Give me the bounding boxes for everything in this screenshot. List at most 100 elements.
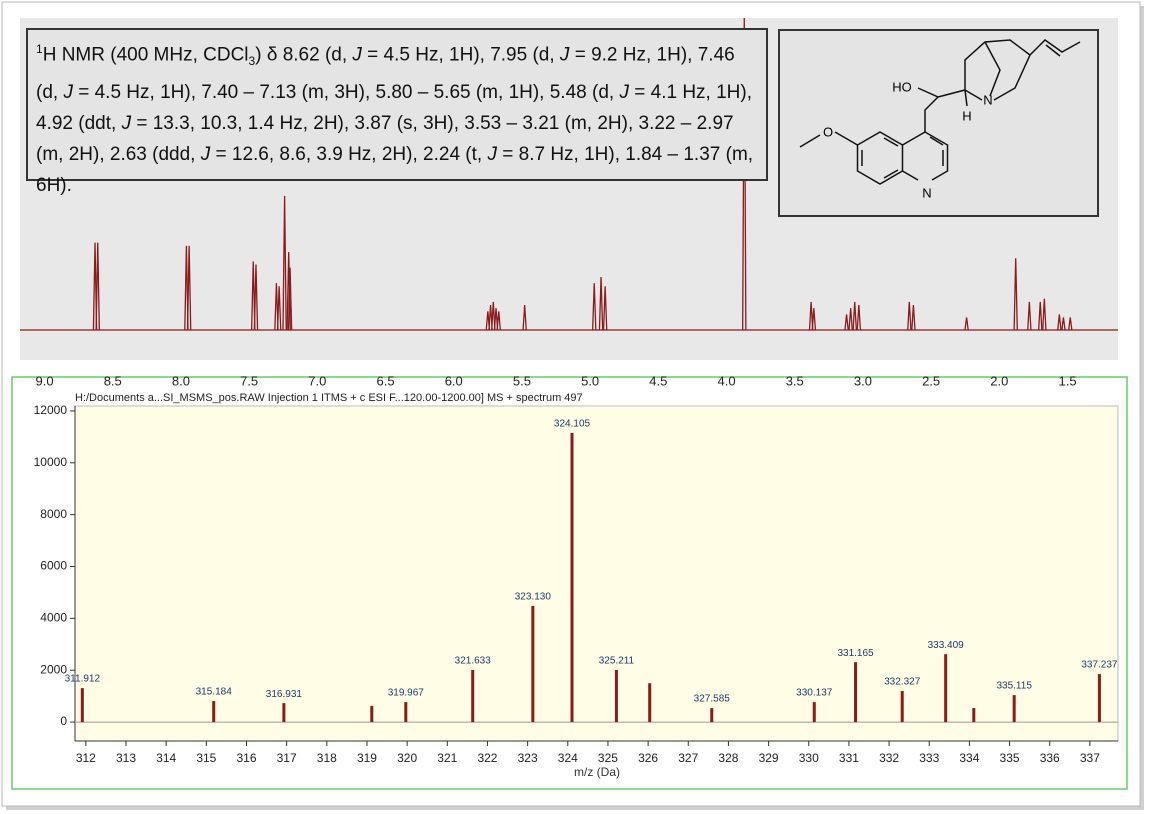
nmr-peak xyxy=(591,283,597,331)
data-label: 325.211 xyxy=(599,656,635,667)
x-tick-label: 320 xyxy=(397,751,417,765)
nmr-peak xyxy=(282,195,287,331)
structure-label: HO xyxy=(892,79,912,94)
annotation-part: H NMR (400 MHz, CDCl xyxy=(42,44,249,66)
nmr-peak xyxy=(964,317,969,331)
x-tick-label: 334 xyxy=(959,751,979,765)
x-tick-label: 317 xyxy=(277,751,297,765)
nmr-peak xyxy=(491,301,496,331)
nmr-peak xyxy=(742,18,747,331)
nmr-peak xyxy=(1027,301,1032,331)
annotation-part: 3 xyxy=(248,54,256,69)
bar xyxy=(1097,674,1101,723)
annotation-part: = 4.1 Hz, 1H), 4.92 (ddt, xyxy=(36,82,752,135)
x-tick-label: 318 xyxy=(317,751,337,765)
x-tick-label: 7.5 xyxy=(240,373,258,388)
annotation-part: J xyxy=(63,82,73,104)
nmr-annotation: 1H NMR (400 MHz, CDCl3) δ 8.62 (d, J = 4… xyxy=(26,28,768,196)
nmr-peak xyxy=(911,304,916,331)
nmr-peak xyxy=(95,242,100,331)
annotation-part: J xyxy=(200,144,211,166)
x-tick-label: 8.5 xyxy=(104,373,122,388)
data-label: 335.115 xyxy=(996,681,1032,692)
annotation-part: J xyxy=(619,82,629,104)
nmr-peak xyxy=(1038,301,1043,331)
x-tick-label: 337 xyxy=(1080,751,1100,765)
x-axis-label: m/z (Da) xyxy=(574,765,620,779)
bar xyxy=(972,708,976,723)
data-label: 324.105 xyxy=(554,419,591,430)
structure-label: H xyxy=(962,108,971,123)
annotation-part: J xyxy=(559,44,570,66)
annotation-part: J xyxy=(121,113,132,135)
data-label: 311.912 xyxy=(65,674,101,685)
x-tick-label: 313 xyxy=(116,751,136,765)
structure-label: N xyxy=(983,92,992,107)
bar xyxy=(944,654,948,723)
nmr-peak xyxy=(186,245,192,331)
bar xyxy=(710,708,714,723)
x-tick-label: 5.5 xyxy=(513,373,531,388)
nmr-peak xyxy=(844,314,849,331)
x-tick-label: 2.5 xyxy=(922,373,940,388)
data-label: 337.237 xyxy=(1081,660,1118,671)
nmr-peak xyxy=(808,301,814,331)
nmr-peak xyxy=(602,286,608,331)
y-tick-label: 2000 xyxy=(40,662,67,676)
bar xyxy=(80,688,84,723)
x-tick-label: 323 xyxy=(518,751,538,765)
x-tick-label: 8.0 xyxy=(172,373,190,388)
nmr-peak xyxy=(1068,317,1073,331)
x-tick-label: 322 xyxy=(477,751,497,765)
annotation-part: = 4.5 Hz, 1H), 7.40 – 7.13 (m, 3H), 5.80… xyxy=(72,82,620,104)
x-tick-label: 332 xyxy=(879,751,899,765)
annotation-part: 1 xyxy=(36,42,43,56)
data-label: 333.409 xyxy=(928,640,965,651)
bar xyxy=(370,705,374,723)
bar xyxy=(900,690,904,723)
annotation-part: = 12.6, 8.6, 3.9 Hz, 2H), 2.24 (t, xyxy=(210,144,488,166)
data-label: 315.184 xyxy=(196,687,233,698)
x-tick-label: 5.0 xyxy=(581,373,599,388)
structure xyxy=(799,39,1081,185)
data-label: 331.165 xyxy=(837,648,874,659)
x-tick-label: 3.5 xyxy=(786,373,804,388)
annotation-part: ) δ 8.62 (d, xyxy=(255,44,353,66)
x-tick-label: 331 xyxy=(839,751,859,765)
x-tick-label: 321 xyxy=(437,751,457,765)
y-tick-label: 0 xyxy=(60,714,67,728)
x-tick-label: 4.5 xyxy=(649,373,667,388)
x-tick-label: 327 xyxy=(678,751,698,765)
y-tick-label: 6000 xyxy=(40,559,67,573)
ms-title: H:/Documents a...SI_MSMS_pos.RAW Injecti… xyxy=(75,392,583,404)
structure-label: N xyxy=(922,185,931,200)
structure-box xyxy=(778,29,1099,217)
x-tick-label: 314 xyxy=(156,751,176,765)
ms-frame xyxy=(11,376,1128,790)
bar xyxy=(614,669,618,723)
nmr-peak xyxy=(1013,258,1018,331)
nmr-peak xyxy=(598,276,604,331)
bar xyxy=(570,432,574,723)
nmr-peak xyxy=(852,301,858,331)
nmr-peak xyxy=(276,286,282,331)
structure-label: O xyxy=(823,124,833,139)
x-tick-label: 329 xyxy=(759,751,779,765)
x-tick-label: 3.0 xyxy=(854,373,872,388)
x-tick-label: 6.5 xyxy=(377,373,395,388)
nmr-peak xyxy=(253,264,259,331)
bar xyxy=(812,702,816,723)
annotation-part: = 4.5 Hz, 1H), 7.95 (d, xyxy=(361,44,560,66)
data-label: 316.931 xyxy=(266,689,303,700)
nmr-peak xyxy=(522,304,527,331)
data-label: 330.137 xyxy=(796,688,833,699)
data-label: 319.967 xyxy=(388,688,425,699)
nmr-peak xyxy=(848,308,853,331)
data-label: 327.585 xyxy=(694,694,731,705)
bar xyxy=(212,701,216,723)
x-tick-label: 7.0 xyxy=(308,373,326,388)
x-tick-label: 316 xyxy=(236,751,256,765)
x-tick-label: 326 xyxy=(638,751,658,765)
annotation-part: = 8.7 Hz, 1H), 1.84 – 1.37 (m, 6H). xyxy=(36,144,754,197)
